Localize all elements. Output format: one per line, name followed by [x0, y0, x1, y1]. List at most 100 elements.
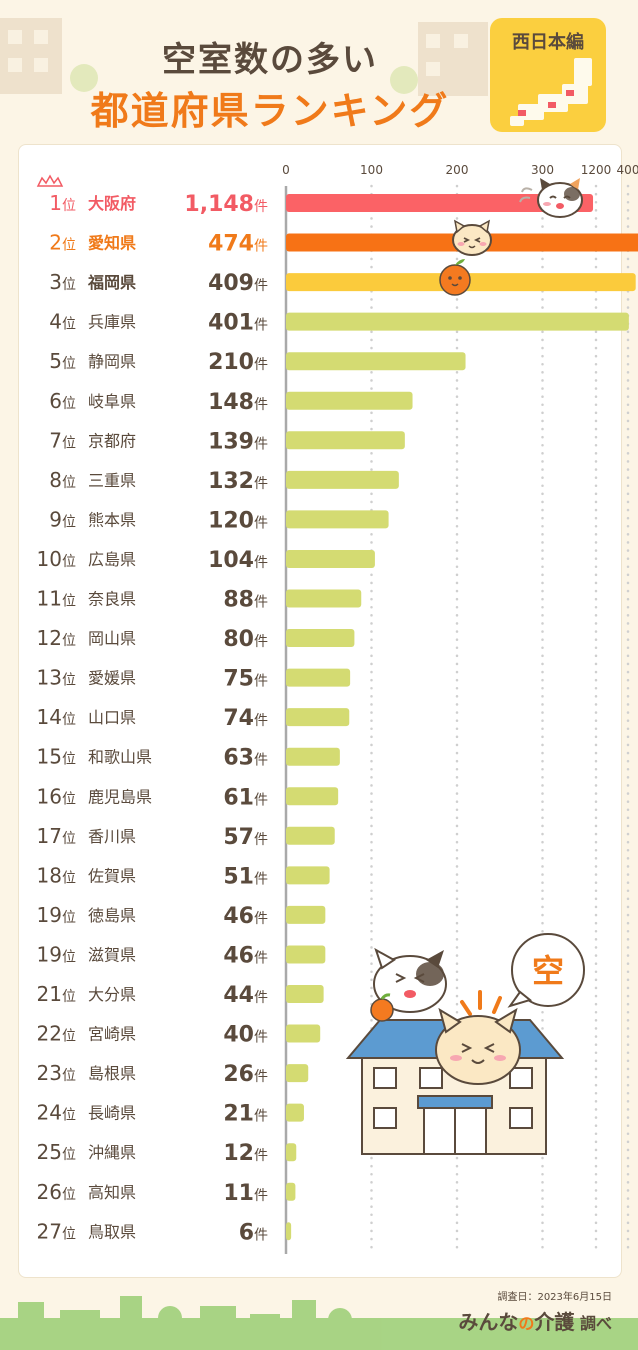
rank-label: 9位 [49, 507, 76, 531]
bar [286, 945, 326, 964]
data-label: 63件 [223, 746, 268, 771]
rank-label: 7位 [49, 428, 76, 452]
prefecture-name: 島根県 [88, 1064, 136, 1083]
ranking-row: 15位 和歌山県 63件 [37, 745, 340, 771]
ranking-row: 19位 滋賀県 46件 [37, 942, 326, 968]
prefecture-name: 福岡県 [87, 273, 136, 292]
cat-face-rank2-icon [452, 219, 492, 256]
rank-label: 15位 [37, 745, 76, 769]
data-label: 75件 [223, 667, 268, 692]
x-tick-label: 400 [617, 163, 638, 177]
ranking-row: 25位 沖縄県 12件 [37, 1140, 297, 1166]
ranking-row: 6位 岐阜県 148件 [49, 389, 413, 415]
cat-face-rank1-icon [519, 178, 583, 218]
west-japan-map-icon [510, 58, 592, 126]
data-label: 21件 [223, 1102, 268, 1127]
bar [286, 1182, 296, 1201]
bar [286, 589, 362, 608]
prefecture-name: 鹿児島県 [88, 787, 152, 806]
x-tick-label: 100 [360, 163, 383, 177]
ranking-row: 22位 宮崎県 40件 [37, 1022, 321, 1048]
ranking-row: 16位 鹿児島県 61件 [37, 784, 339, 810]
bar [286, 826, 335, 845]
ranking-row: 8位 三重県 132件 [49, 468, 399, 494]
data-label: 409件 [208, 271, 268, 296]
ranking-row: 19位 徳島県 46件 [37, 903, 326, 929]
ranking-row: 9位 熊本県 120件 [49, 507, 389, 533]
bar [286, 391, 413, 410]
tick-layer: 01002003004005001200 [282, 163, 638, 177]
building-left-illustration [0, 18, 98, 94]
data-label: 401件 [208, 311, 268, 336]
bar [286, 866, 330, 885]
rank-label: 18位 [37, 863, 76, 887]
x-tick-label: 0 [282, 163, 290, 177]
ranking-row: 7位 京都府 139件 [49, 428, 405, 454]
data-label: 51件 [223, 864, 268, 889]
rank-label: 22位 [37, 1022, 76, 1046]
prefecture-name: 愛知県 [88, 234, 136, 253]
rank-label: 13位 [37, 666, 76, 690]
bar [286, 1222, 292, 1241]
mikan-rank3-icon [439, 259, 471, 296]
ranking-row: 1位 大阪府 1,148件 [49, 191, 594, 217]
prefecture-name: 鳥取県 [88, 1222, 136, 1241]
data-label: 46件 [223, 904, 268, 929]
prefecture-name: 三重県 [88, 471, 136, 490]
rank-label: 14位 [37, 705, 76, 729]
data-label: 80件 [223, 627, 268, 652]
bar [286, 787, 339, 806]
ranking-row: 13位 愛媛県 75件 [37, 666, 351, 692]
source-brand: みんなの介護 調べ [458, 1306, 612, 1335]
survey-date: 調査日：2023年6月15日 [497, 1292, 612, 1303]
prefecture-name: 愛媛県 [88, 669, 136, 688]
ranking-row: 24位 長崎県 21件 [37, 1101, 304, 1127]
x-tick-label: 1200 [581, 163, 612, 177]
rank-label: 2位 [49, 231, 76, 255]
bar [286, 470, 399, 489]
rank-label: 3位 [49, 270, 76, 294]
data-label: 46件 [223, 943, 268, 968]
data-label: 132件 [208, 469, 268, 494]
bar [286, 352, 466, 371]
rank-label: 4位 [49, 310, 76, 334]
data-label: 44件 [223, 983, 268, 1008]
data-label: 148件 [208, 390, 268, 415]
ranking-row: 10位 広島県 104件 [37, 547, 375, 573]
page-title-line1: 空室数の多い [162, 40, 378, 80]
bar [286, 194, 594, 212]
data-label: 104件 [208, 548, 268, 573]
ranking-row: 26位 高知県 11件 [37, 1180, 296, 1206]
prefecture-name: 沖縄県 [88, 1143, 136, 1162]
x-tick-label: 200 [446, 163, 469, 177]
data-label: 474件 [208, 232, 268, 257]
prefecture-name: 長崎県 [88, 1104, 136, 1123]
building-right-illustration [390, 22, 488, 96]
rank-label: 26位 [37, 1180, 76, 1204]
house-with-cats-illustration: 空 [345, 933, 585, 1155]
region-badge: 西日本編 [490, 18, 606, 132]
prefecture-name: 滋賀県 [88, 945, 136, 964]
bar [286, 549, 375, 568]
data-label: 12件 [223, 1141, 268, 1166]
bar [286, 629, 355, 648]
source-brand-rest: 介護 [534, 1310, 575, 1334]
bar [286, 985, 324, 1003]
rank-label: 21位 [37, 982, 76, 1006]
row-layer: 1位 大阪府 1,148件 2位 愛知県 474件 3位 福岡県 409件 4位 兵庫県 401件 5位… [37, 174, 638, 1245]
data-label: 210件 [208, 350, 268, 375]
rank-label: 23位 [37, 1061, 76, 1085]
bar [286, 312, 629, 331]
data-label: 74件 [223, 706, 268, 731]
ranking-row: 4位 兵庫県 401件 [49, 310, 629, 336]
prefecture-name: 岐阜県 [88, 392, 136, 411]
bar [286, 1143, 297, 1162]
rank-label: 5位 [49, 349, 76, 373]
rank-label: 27位 [37, 1219, 76, 1243]
data-label: 26件 [223, 1062, 268, 1087]
town-skyline-illustration [0, 1296, 638, 1350]
rank-label: 16位 [37, 784, 76, 808]
rank-label: 8位 [49, 468, 76, 492]
page-title-line2: 都道府県ランキング [90, 89, 450, 133]
ranking-row: 23位 島根県 26件 [37, 1061, 309, 1087]
